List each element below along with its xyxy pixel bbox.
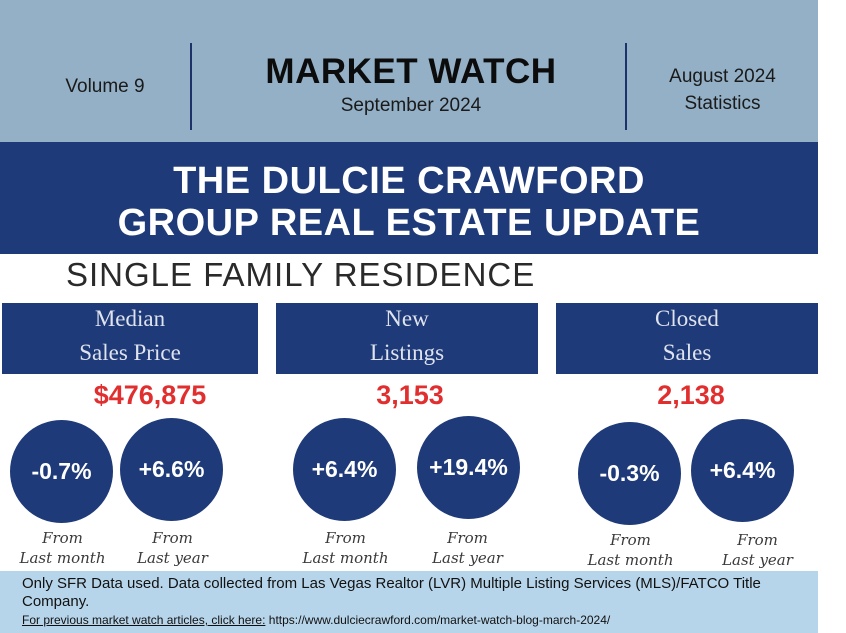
new-listings-year-change: +19.4%	[417, 416, 520, 519]
previous-articles-url[interactable]: https://www.dulciecrawford.com/market-wa…	[268, 613, 611, 627]
data-disclaimer: Only SFR Data used. Data collected from …	[22, 575, 761, 610]
header-divider-left	[190, 43, 192, 130]
closed-sales-month-note: From Last month	[587, 531, 674, 569]
new-listings-month-change: +6.4%	[293, 418, 396, 521]
footer-band	[0, 571, 818, 633]
closed-sales-year-change: +6.4%	[691, 419, 794, 522]
market-watch-flyer: Volume 9 MARKET WATCH September 2024 Aug…	[0, 0, 818, 633]
section-title: SINGLE FAMILY RESIDENCE	[66, 256, 536, 293]
previous-articles-line: For previous market watch articles, clic…	[22, 613, 610, 627]
closed-sales-header	[556, 303, 818, 374]
title-banner	[0, 142, 818, 254]
banner-line-2: GROUP REAL ESTATE UPDATE	[117, 202, 701, 244]
statistics-period: August 2024 Statistics	[630, 63, 815, 117]
median-sales-price-value: $476,875	[93, 380, 207, 410]
new-listings-month-note: From Last month	[302, 529, 389, 567]
statistics-month: August 2024	[669, 66, 776, 87]
header-band	[0, 0, 818, 142]
closed-sales-value: 2,138	[657, 380, 725, 410]
new-listings-label: New Listings	[369, 306, 445, 365]
closed-sales-year-note: From Last year	[722, 531, 793, 569]
closed-sales-month-change: -0.3%	[578, 422, 681, 525]
issue-date: September 2024	[340, 95, 482, 116]
median-sales-price-label: Median Sales Price	[79, 306, 181, 365]
previous-articles-link[interactable]: For previous market watch articles, clic…	[22, 613, 266, 627]
new-listings-header	[276, 303, 538, 374]
median-price-month-change: -0.7%	[10, 420, 113, 523]
market-watch-title: MARKET WATCH	[265, 52, 557, 91]
banner-line-1: THE DULCIE CRAWFORD	[173, 160, 645, 202]
header-divider-right	[625, 43, 627, 130]
median-sales-price-header	[2, 303, 258, 374]
volume-label: Volume 9	[65, 76, 145, 97]
median-price-month-note: From Last month	[19, 529, 106, 567]
statistics-label: Statistics	[684, 93, 761, 114]
new-listings-value: 3,153	[376, 380, 444, 410]
closed-sales-label: Closed Sales	[655, 306, 719, 365]
median-price-year-change: +6.6%	[120, 418, 223, 521]
new-listings-year-note: From Last year	[432, 529, 503, 567]
median-price-year-note: From Last year	[137, 529, 208, 567]
